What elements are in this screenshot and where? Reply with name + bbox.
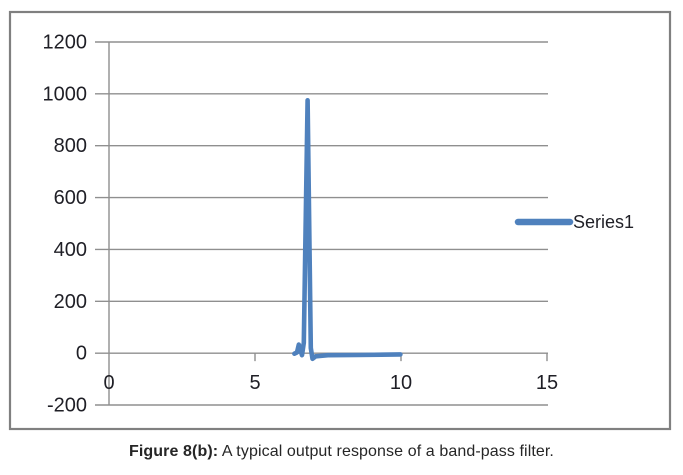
x-tick-label: 0 xyxy=(103,372,114,394)
x-tick-label: 10 xyxy=(390,372,412,394)
figure-caption-text: A typical output response of a band-pass… xyxy=(218,443,554,460)
figure-caption-label: Figure 8(b): xyxy=(129,443,219,460)
y-tick-label: 0 xyxy=(76,343,87,365)
y-tick-label: 1200 xyxy=(43,32,88,54)
figure-caption: Figure 8(b): A typical output response o… xyxy=(0,443,683,461)
x-tick-label: 5 xyxy=(249,372,260,394)
y-tick-label: 400 xyxy=(54,239,87,261)
y-tick-label: 800 xyxy=(54,135,87,157)
y-tick-label: 200 xyxy=(54,291,87,313)
y-tick-label: 1000 xyxy=(43,83,88,105)
legend-label: Series1 xyxy=(573,212,634,232)
x-tick-label: 15 xyxy=(536,372,558,394)
series-line xyxy=(292,98,403,362)
y-tick-label: 600 xyxy=(54,187,87,209)
y-tick-label: -200 xyxy=(47,395,87,417)
chart-frame-border xyxy=(8,10,672,431)
